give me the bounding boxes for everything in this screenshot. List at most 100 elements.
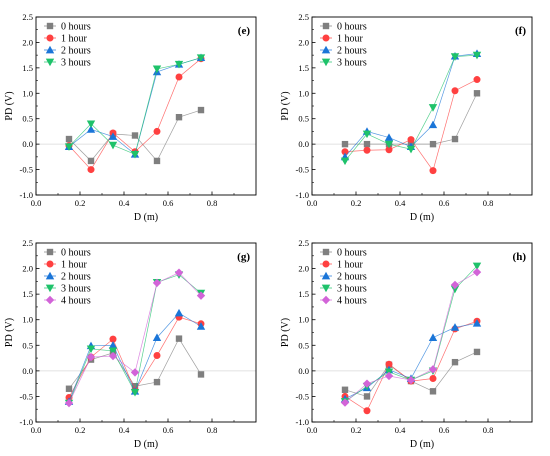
legend-entry: 1 hour [337,34,364,45]
data-point [450,53,460,61]
data-point [86,345,96,354]
legend-marker [45,271,55,280]
legend-marker [322,260,330,268]
legend-entry: 4 hours [337,296,367,307]
data-point [64,143,74,151]
data-point [197,371,205,378]
x-axis-title: D (m) [410,439,434,450]
x-tick-label: 0.8 [483,198,494,208]
y-tick-label: 2.0 [22,37,33,47]
x-axis-title: D (m) [410,212,434,223]
chart-panel: 0.0 0.2 0.4 0.6 0.8 -1.0 -0.5 0.0 0.5 1.0 1.5 2.0 2.… [280,12,533,223]
x-tick-label: 0.0 [307,425,318,435]
data-point [429,388,437,395]
data-point [363,407,371,415]
x-axis-title: D (m) [134,439,158,450]
data-point [174,308,184,317]
x-tick-label: 0.2 [351,425,362,435]
data-point [363,140,371,148]
legend-marker [45,58,55,67]
legend-entry: 2 hours [337,46,367,57]
y-tick-label: 2.0 [298,264,309,274]
data-point [87,157,95,165]
x-tick-label: 0.0 [31,425,42,435]
data-point [451,135,459,143]
data-point [428,365,438,374]
y-tick-label: 2.5 [22,12,33,22]
data-point [175,335,183,342]
x-tick-label: 0.0 [307,198,318,208]
legend-marker [45,284,55,293]
data-point [429,167,437,175]
y-tick-label: 2.0 [298,37,309,47]
legend-entry: 2 hours [337,272,367,283]
data-point [153,352,161,360]
data-point [450,323,460,331]
y-tick-label: -1.0 [20,417,33,427]
y-tick-label: -1.0 [296,417,309,427]
y-tick-label: 2.5 [298,238,309,248]
legend-entry: 1 hour [61,260,88,271]
data-point [86,352,96,362]
chart-panel: 0.0 0.2 0.4 0.6 0.8 -1.0 -0.5 0.0 0.5 1.0 1.5 2.0 2.… [280,238,533,450]
data-point [407,136,415,144]
data-point [196,291,206,300]
data-point [152,333,162,341]
data-point [341,140,349,148]
y-tick-label: 0.5 [22,340,33,350]
y-tick-label: 1.5 [298,289,309,299]
x-tick-label: 0.4 [119,425,130,435]
data-point [109,335,117,343]
legend-entry: 0 hours [61,248,91,259]
y-tick-label: 1.0 [298,315,309,325]
series-line [68,57,202,155]
x-tick-label: 0.8 [483,425,494,435]
y-tick-label: 0.0 [298,366,309,376]
data-point [153,127,161,135]
legend-entry: 3 hours [337,58,367,69]
x-tick-label: 0.4 [119,198,130,208]
x-tick-label: 0.6 [439,198,450,208]
data-point [472,262,482,271]
data-point [152,278,162,288]
data-point [152,65,162,74]
y-tick-label: 1.0 [298,88,309,98]
chart-panel: 0.0 0.2 0.4 0.6 0.8 -1.0 -0.5 0.0 0.5 1.0 1.5 2.0 2.… [4,238,257,450]
y-tick-label: -0.5 [20,391,33,401]
legend-marker [321,58,331,67]
data-point [131,383,139,390]
data-point [64,398,74,408]
data-point [108,132,118,140]
data-point [87,166,95,174]
y-tick-label: 1.0 [22,315,33,325]
data-point [153,378,161,386]
data-point [450,280,460,290]
y-axis-title: PD (V) [280,318,291,347]
data-point [175,73,183,81]
legend-entry: 3 hours [61,58,91,69]
y-tick-label: 2.0 [22,264,33,274]
x-tick-label: 0.2 [75,198,86,208]
y-tick-label: 0.0 [22,366,33,376]
data-point [473,76,481,84]
data-point [473,90,481,97]
data-point [130,150,140,159]
legend-entry: 0 hours [337,248,367,259]
y-tick-label: 0.5 [298,340,309,350]
data-point [174,60,184,69]
data-point [86,120,96,128]
x-tick-label: 0.4 [395,198,406,208]
y-tick-label: 1.5 [298,63,309,73]
data-point [65,135,73,143]
legend-marker [45,295,55,305]
panel-label: (f) [515,25,526,37]
y-tick-label: 1.0 [22,88,33,98]
legend-entry: 1 hour [61,34,88,45]
legend-marker [321,284,331,293]
legend-entry: 3 hours [61,284,91,295]
x-tick-label: 0.6 [163,425,174,435]
legend-marker [322,22,330,30]
data-point [363,393,371,400]
data-point [197,106,205,114]
